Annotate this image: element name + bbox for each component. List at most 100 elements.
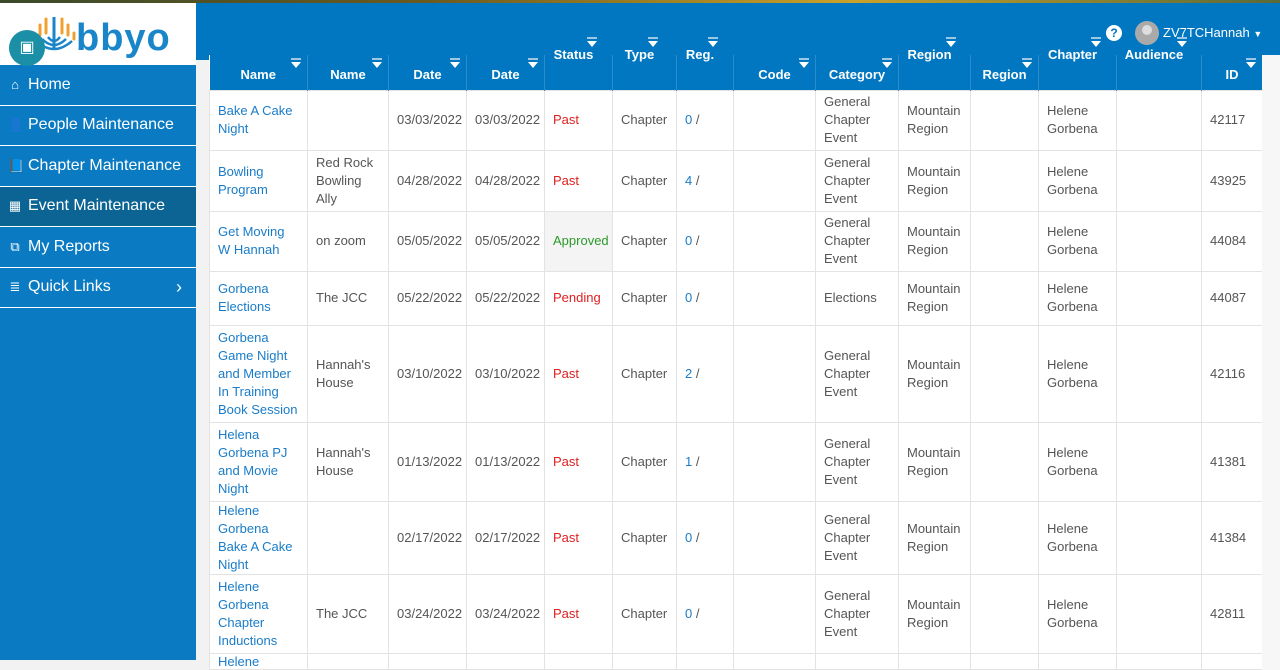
- filter-caret-icon[interactable]: [587, 41, 598, 62]
- event-name-link[interactable]: Helene: [209, 652, 308, 670]
- sidebar-item-event-maintenance[interactable]: ▦ Event Maintenance: [0, 186, 196, 227]
- event-name-link[interactable]: Gorbena Elections: [209, 270, 308, 326]
- audience-cell: [1116, 500, 1202, 575]
- audience-cell: [1116, 324, 1202, 423]
- registrations-link[interactable]: 0: [685, 605, 693, 621]
- reports-icon: ⧉: [10, 238, 20, 254]
- type-cell: Chapter: [612, 89, 677, 151]
- status-cell: Past: [544, 500, 613, 575]
- event-name-link[interactable]: Bake A Cake Night: [209, 89, 308, 151]
- registrations-link[interactable]: 2: [685, 365, 693, 381]
- event-name-link[interactable]: Helena Gorbena PJ and Movie Night: [209, 421, 308, 502]
- help-icon[interactable]: ?: [1106, 25, 1122, 41]
- status-cell: Past: [544, 573, 613, 654]
- registrations-link[interactable]: 0: [685, 290, 693, 305]
- registrations-link[interactable]: 0: [685, 112, 693, 127]
- filter-caret-icon[interactable]: [799, 58, 809, 68]
- type-cell: Chapter: [612, 324, 677, 423]
- filter-caret-icon[interactable]: [291, 58, 301, 68]
- event-name-link[interactable]: Helene Gorbena Bake A Cake Night: [209, 500, 308, 575]
- top-accent-line: [0, 0, 1280, 3]
- filter-caret-icon[interactable]: [945, 41, 956, 62]
- sidebar-item-people-maintenance[interactable]: 👤 People Maintenance: [0, 106, 196, 146]
- registrations-link[interactable]: 0: [685, 529, 693, 545]
- filter-caret-icon[interactable]: [1177, 41, 1188, 62]
- category-cell: General Chapter Event: [815, 149, 899, 212]
- filter-caret-icon[interactable]: [528, 58, 538, 68]
- column-header-region[interactable]: Region: [970, 55, 1039, 90]
- column-header-category[interactable]: Category: [815, 55, 899, 90]
- column-header-type[interactable]: Type: [612, 41, 677, 90]
- column-header-date[interactable]: Date: [466, 55, 545, 90]
- audience-cell: [1116, 270, 1202, 326]
- status-cell: [544, 652, 613, 670]
- sidebar-item-my-reports[interactable]: ⧉ My Reports: [0, 227, 196, 268]
- region-cell: Mountain Region: [898, 573, 971, 654]
- registrations-link[interactable]: 1: [685, 453, 693, 469]
- table-row: Bake A Cake Night 03/03/2022 03/03/2022 Pas…: [209, 89, 1263, 151]
- audience-cell: [1116, 573, 1202, 654]
- registrations-cell: 0 /: [676, 573, 734, 654]
- filter-caret-icon[interactable]: [648, 41, 659, 62]
- registrations-link[interactable]: 0: [685, 233, 693, 248]
- sub-region-cell: [970, 500, 1039, 575]
- column-label: Date: [413, 66, 442, 82]
- filter-caret-icon[interactable]: [1091, 41, 1102, 62]
- sidebar-item-label: People Maintenance: [28, 116, 174, 134]
- event-name-link[interactable]: Helene Gorbena Chapter Inductions: [209, 573, 308, 654]
- filter-caret-icon[interactable]: [1022, 58, 1032, 68]
- id-cell: 42811: [1201, 573, 1263, 654]
- category-cell: General Chapter Event: [815, 210, 899, 272]
- registrations-cell: 0 /: [676, 89, 734, 151]
- category-cell: General Chapter Event: [815, 89, 899, 151]
- building-icon[interactable]: ▣: [9, 30, 45, 66]
- avatar[interactable]: [1135, 21, 1159, 45]
- audience-cell: [1116, 89, 1202, 151]
- column-label: Name: [330, 66, 366, 82]
- column-label: Code: [758, 66, 791, 82]
- column-header-id[interactable]: ID: [1201, 55, 1263, 90]
- location-cell: [307, 89, 389, 151]
- menorah-icon: [32, 17, 76, 51]
- status-cell: Past: [544, 324, 613, 423]
- filter-caret-icon[interactable]: [450, 58, 460, 68]
- column-header-reg[interactable]: Reg.: [676, 41, 734, 90]
- sidebar-item-chapter-maintenance[interactable]: 📘 Chapter Maintenance: [0, 146, 196, 187]
- column-header-chapter[interactable]: Chapter: [1038, 41, 1117, 90]
- column-header-region[interactable]: Region: [898, 41, 971, 90]
- location-cell: [307, 500, 389, 575]
- column-header-date[interactable]: Date: [388, 55, 467, 90]
- end-date-cell: 04/28/2022: [466, 149, 545, 212]
- column-label: Date: [491, 66, 520, 82]
- table-row: Gorbena Elections The JCC 05/22/2022 05/22/…: [209, 270, 1263, 326]
- sidebar-item-home[interactable]: ⌂ Home: [0, 65, 196, 106]
- type-cell: Chapter: [612, 149, 677, 212]
- column-header-status[interactable]: Status: [544, 41, 613, 90]
- region-cell: Mountain Region: [898, 149, 971, 212]
- scrollbar[interactable]: [1262, 55, 1280, 670]
- filter-caret-icon[interactable]: [708, 41, 719, 62]
- code-cell: [733, 421, 816, 502]
- column-header-code[interactable]: Code: [733, 55, 816, 90]
- registrations-cell: 0 /: [676, 500, 734, 575]
- registrations-link[interactable]: 4: [685, 172, 693, 188]
- column-header-name[interactable]: Name: [209, 55, 308, 90]
- filter-caret-icon[interactable]: [372, 58, 382, 68]
- event-name-link[interactable]: Get Moving W Hannah: [209, 210, 308, 272]
- filter-caret-icon[interactable]: [1246, 58, 1256, 68]
- bbyo-logo[interactable]: bbyo ▣: [0, 3, 196, 66]
- logo-wordmark: bbyo: [76, 17, 171, 59]
- code-cell: [733, 89, 816, 151]
- column-label: Audience: [1124, 47, 1184, 62]
- id-cell: 41384: [1201, 500, 1263, 575]
- chapter-cell: Helene Gorbena: [1038, 270, 1117, 326]
- location-cell: Hannah's House: [307, 324, 389, 423]
- table-row: Helene Gorbena Chapter Inductions The JCC…: [209, 573, 1263, 654]
- event-name-link[interactable]: Gorbena Game Night and Member In Trainin…: [209, 324, 308, 423]
- column-header-name[interactable]: Name: [307, 55, 389, 90]
- event-name-link[interactable]: Bowling Program: [209, 149, 308, 212]
- sidebar-item-quick-links[interactable]: ≣ Quick Links ›: [0, 268, 196, 308]
- filter-caret-icon[interactable]: [882, 58, 892, 68]
- column-header-audience[interactable]: Audience: [1116, 41, 1202, 90]
- column-label: Region: [907, 47, 952, 62]
